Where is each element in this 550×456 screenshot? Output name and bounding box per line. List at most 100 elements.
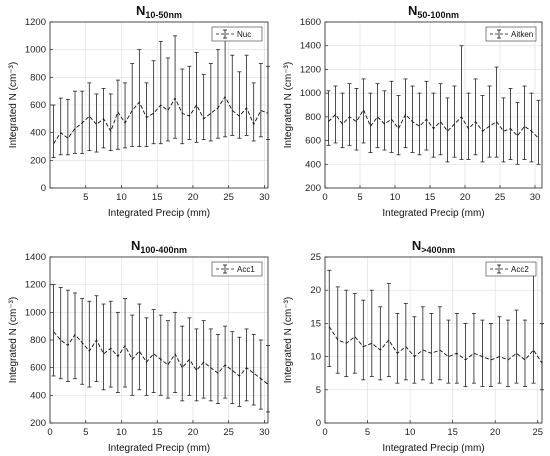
y-tick-label: 800 (30, 72, 46, 83)
x-tick-label: 25 (223, 192, 234, 203)
chart-title: N50-100nm (408, 3, 459, 20)
chart-panel-1: 5 10 15 20 25 30 0 200 400 600 800 1000 1200 Integrat… (8, 3, 270, 219)
plot-area (325, 257, 542, 423)
x-tick-label: 30 (530, 192, 541, 203)
y-axis-label: Integrated N (cm⁻³) (8, 62, 19, 148)
x-tick-label: 5 (83, 192, 88, 203)
y-tick-label: 1000 (300, 88, 321, 99)
legend: Nuc (211, 26, 263, 42)
y-tick-label: 25 (310, 252, 321, 263)
x-tick-label: 20 (460, 192, 471, 203)
ticks: 5 10 15 20 25 30 0 200 400 600 800 1000 1200 (25, 17, 270, 203)
x-tick-label: 20 (188, 427, 199, 438)
x-tick-label: 15 (425, 192, 436, 203)
y-tick-label: 800 (305, 112, 321, 123)
legend: Acc2 (485, 261, 537, 277)
chart-panel-3: 0 5 10 15 20 25 30 200 400 600 800 1000 1200 1400 Inte… (8, 238, 270, 454)
legend-label: Aitken (511, 30, 533, 39)
x-axis-label: Integrated Precip (mm) (382, 443, 484, 454)
legend: Acc1 (211, 261, 263, 277)
y-tick-label: 15 (310, 318, 321, 329)
y-tick-label: 5 (316, 385, 321, 396)
chart-panel-4: 0 5 10 15 20 25 0 5 10 15 20 25 Integrated Precip (m… (283, 238, 544, 454)
legend-label: Acc2 (511, 265, 529, 274)
y-tick-label: 600 (30, 363, 46, 374)
series-line (328, 326, 543, 364)
x-tick-label: 10 (116, 427, 127, 438)
x-tick-label: 20 (490, 427, 501, 438)
x-tick-label: 10 (405, 427, 416, 438)
y-tick-label: 800 (30, 335, 46, 346)
x-tick-label: 5 (83, 427, 88, 438)
grid (324, 256, 542, 424)
ticks: 0 5 10 15 20 25 0 5 10 15 20 25 (310, 252, 543, 438)
error-bars (327, 263, 544, 391)
y-axis-label: Integrated N (cm⁻³) (8, 297, 19, 383)
chart-title-main: N (131, 238, 140, 253)
y-tick-label: 1000 (25, 45, 46, 56)
y-tick-label: 10 (310, 352, 321, 363)
x-tick-label: 5 (357, 192, 362, 203)
y-tick-label: 0 (41, 183, 46, 194)
y-tick-label: 200 (30, 418, 46, 429)
y-tick-label: 1200 (25, 280, 46, 291)
x-tick-label: 25 (532, 427, 543, 438)
y-tick-label: 400 (305, 159, 321, 170)
chart-title-main: N (408, 3, 417, 18)
chart-title: N10-50nm (136, 3, 182, 20)
y-tick-label: 1600 (300, 17, 321, 28)
chart-title: N>400nm (412, 238, 455, 255)
y-tick-label: 600 (305, 136, 321, 147)
x-tick-label: 15 (152, 192, 163, 203)
x-tick-label: 20 (188, 192, 199, 203)
legend-box (211, 26, 263, 42)
legend-box (485, 26, 537, 42)
y-tick-label: 1200 (300, 64, 321, 75)
chart-panel-2: 0 5 10 15 20 25 30 200 400 600 800 1000 1200 1400 1600… (283, 3, 543, 219)
x-tick-label: 0 (47, 427, 52, 438)
y-tick-label: 400 (30, 390, 46, 401)
chart-title-main: N (412, 238, 421, 253)
x-tick-label: 15 (447, 427, 458, 438)
x-tick-label: 30 (259, 192, 270, 203)
y-tick-label: 200 (305, 183, 321, 194)
chart-title-subscript: 100-400nm (140, 245, 187, 255)
y-axis-label: Integrated N (cm⁻³) (283, 62, 294, 148)
chart-title: N100-400nm (131, 238, 187, 255)
series-line (53, 331, 269, 385)
series-line (328, 108, 539, 139)
x-tick-label: 15 (152, 427, 163, 438)
legend-label: Acc1 (237, 265, 255, 274)
chart-title-subscript: 50-100nm (417, 10, 459, 20)
error-bars (51, 35, 270, 158)
y-tick-label: 200 (30, 155, 46, 166)
y-tick-label: 600 (30, 100, 46, 111)
y-tick-label: 1400 (300, 41, 321, 52)
x-axis-label: Integrated Precip (mm) (382, 208, 484, 219)
y-tick-label: 400 (30, 128, 46, 139)
y-tick-label: 1400 (25, 252, 46, 263)
axes-box (324, 21, 543, 189)
legend-box (485, 261, 537, 277)
y-tick-label: 1200 (25, 17, 46, 28)
y-tick-label: 0 (316, 418, 321, 429)
x-tick-label: 5 (365, 427, 370, 438)
x-tick-label: 10 (116, 192, 127, 203)
ticks: 0 5 10 15 20 25 30 200 400 600 800 1000 1200 1400 (25, 252, 270, 438)
x-axis-label: Integrated Precip (mm) (108, 208, 210, 219)
y-tick-label: 1000 (25, 307, 46, 318)
legend-label: Nuc (237, 30, 251, 39)
legend-box (211, 261, 263, 277)
y-tick-label: 20 (310, 285, 321, 296)
legend: Aitken (485, 26, 537, 42)
x-axis-label: Integrated Precip (mm) (108, 443, 210, 454)
series-line (53, 95, 269, 144)
chart-title-subscript: 10-50nm (145, 10, 182, 20)
chart-title-main: N (136, 3, 145, 18)
axes-box (324, 256, 543, 424)
x-tick-label: 25 (223, 427, 234, 438)
x-tick-label: 0 (322, 192, 327, 203)
chart-title-subscript: >400nm (421, 245, 455, 255)
x-tick-label: 30 (259, 427, 270, 438)
